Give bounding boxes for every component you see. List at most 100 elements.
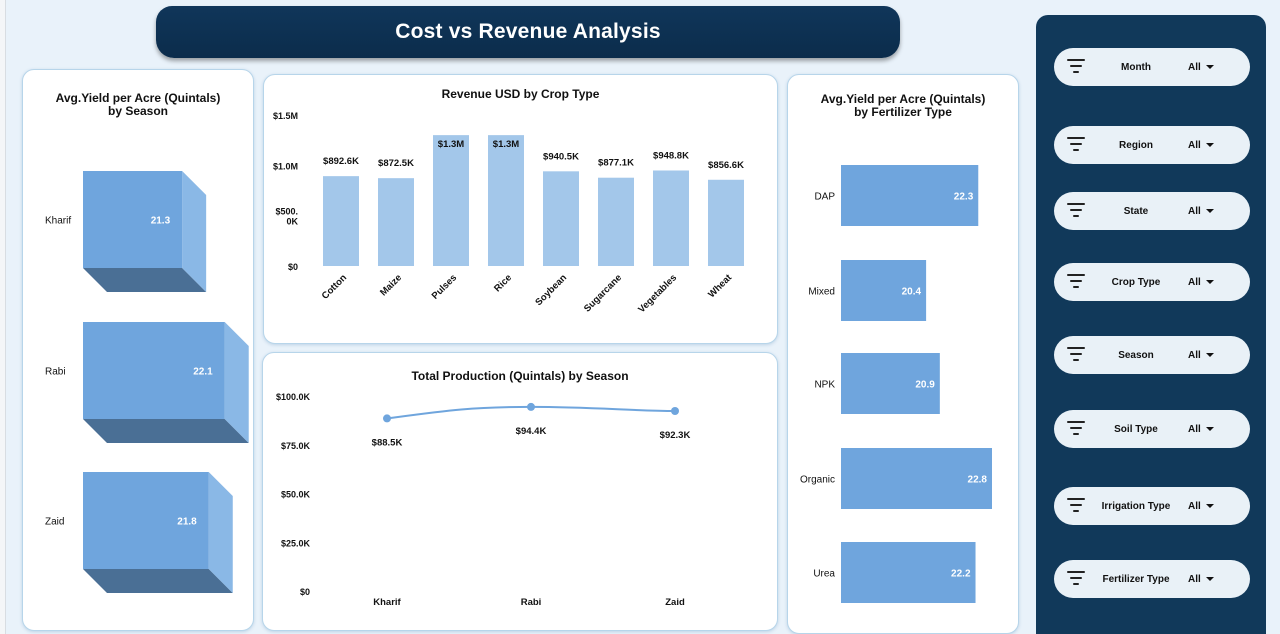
bar (83, 322, 225, 419)
filter-label: Season (1118, 349, 1154, 361)
production-season-title: Total Production (Quintals) by Season (411, 369, 629, 383)
revenue-crop-chart: $0 $500. 0K $1.0M $1.5M $892.6K Cotton $872.5K M… (273, 111, 744, 315)
bar (841, 353, 940, 414)
filter-state[interactable]: State All (1054, 192, 1250, 230)
filter-label: Fertilizer Type (1102, 573, 1170, 585)
x-tick-label: Pulses (430, 272, 459, 301)
category-label: Urea (813, 569, 835, 580)
y-tick-label: $100.0K (276, 392, 311, 402)
chevron-down-icon[interactable] (1206, 353, 1214, 357)
data-label: $948.8K (653, 150, 689, 161)
production-season-chart: $0 $25.0K $50.0K $75.0K $100.0K $88.5K Kharif $… (276, 392, 691, 608)
data-label: $856.6K (708, 160, 744, 171)
data-label: 20.4 (902, 287, 922, 298)
y-tick-label: $0 (288, 262, 298, 272)
y-tick-label: $0 (300, 587, 310, 597)
filter-value: All (1188, 276, 1201, 288)
x-tick-label: Rabi (521, 597, 542, 608)
season-yield-card: Avg.Yield per Acre (Quintals) by Season … (22, 69, 254, 631)
y-tick-label: $50.0K (281, 490, 311, 500)
filter-label: Soil Type (1114, 423, 1158, 435)
bar (488, 135, 524, 266)
filter-fertilizer-type[interactable]: Fertilizer Type All (1054, 560, 1250, 598)
bar (841, 165, 979, 226)
chevron-down-icon[interactable] (1206, 143, 1214, 147)
data-label: $892.6K (323, 156, 359, 167)
filter-icon (1066, 421, 1086, 437)
chevron-down-icon[interactable] (1206, 504, 1214, 508)
filter-icon (1066, 203, 1086, 219)
filter-icon (1066, 498, 1086, 514)
filter-icon (1066, 347, 1086, 363)
data-label: $1.3M (493, 139, 519, 150)
x-tick-label: Cotton (320, 272, 350, 302)
production-season-card: Total Production (Quintals) by Season $0… (262, 352, 778, 631)
filter-value: All (1188, 349, 1201, 361)
data-label: 22.3 (954, 192, 974, 203)
title-banner: Cost vs Revenue Analysis (156, 6, 900, 58)
data-label: 22.2 (951, 569, 971, 580)
page-title: Cost vs Revenue Analysis (395, 20, 661, 43)
bar-3d-bottom (83, 268, 207, 292)
data-label: $88.5K (372, 437, 403, 448)
data-label: $877.1K (598, 158, 634, 169)
filter-crop-type[interactable]: Crop Type All (1054, 263, 1250, 301)
chevron-down-icon[interactable] (1206, 209, 1214, 213)
filter-label: Region (1119, 139, 1153, 151)
bar-3d-bottom (83, 419, 249, 443)
filter-icon (1066, 571, 1086, 587)
bar (83, 171, 183, 268)
filter-value: All (1188, 205, 1201, 217)
data-label: $92.3K (660, 430, 691, 441)
category-label: DAP (814, 192, 835, 203)
filter-season[interactable]: Season All (1054, 336, 1250, 374)
fertilizer-yield-chart: 22.3 DAP 20.4 Mixed 20.9 NPK 22.8 Organic 22.2 Ur… (800, 165, 992, 603)
chevron-down-icon[interactable] (1206, 577, 1214, 581)
x-tick-label: Wheat (706, 272, 735, 301)
category-label: Kharif (45, 216, 71, 227)
bar (378, 178, 414, 266)
data-label: 21.3 (151, 216, 171, 227)
revenue-crop-card: Revenue USD by Crop Type $0 $500. 0K $1.0M $… (263, 74, 778, 344)
filter-label: State (1123, 205, 1149, 217)
bar (841, 542, 976, 603)
x-tick-label: Maize (378, 272, 404, 298)
bar-3d-side (224, 322, 249, 443)
chevron-down-icon[interactable] (1206, 280, 1214, 284)
chevron-down-icon[interactable] (1206, 65, 1214, 69)
category-label: Zaid (45, 517, 64, 528)
filter-icon (1066, 59, 1086, 75)
filter-label: Month (1121, 61, 1151, 73)
data-label: 21.8 (177, 517, 197, 528)
season-yield-chart: 21.3 Kharif 22.1 Rabi 21.8 Zaid (45, 171, 249, 593)
fertilizer-yield-card: Avg.Yield per Acre (Quintals) by Fertili… (787, 74, 1019, 634)
filter-icon (1066, 274, 1086, 290)
filter-region[interactable]: Region All (1054, 126, 1250, 164)
data-label: 22.1 (193, 367, 213, 378)
chevron-down-icon[interactable] (1206, 427, 1214, 431)
x-tick-label: Soybean (533, 272, 569, 308)
bar-3d-side (182, 171, 207, 292)
data-point (671, 407, 679, 416)
revenue-crop-title: Revenue USD by Crop Type (441, 87, 600, 101)
season-yield-title: Avg.Yield per Acre (Quintals) by Season (55, 91, 221, 118)
filter-month[interactable]: Month All (1054, 48, 1250, 86)
y-tick-label: $1.0M (273, 161, 298, 171)
filter-value: All (1188, 139, 1201, 151)
category-label: Mixed (808, 287, 835, 298)
data-label: 22.8 (968, 475, 988, 486)
y-tick-label: $500. 0K (275, 207, 298, 227)
filter-value: All (1188, 423, 1201, 435)
data-point (527, 402, 535, 411)
y-tick-label: $75.0K (281, 441, 311, 451)
y-tick-label: $1.5M (273, 111, 298, 121)
bar (433, 135, 469, 266)
filter-irrigation-type[interactable]: Irrigation Type All (1054, 487, 1250, 525)
bar (598, 177, 634, 266)
bar-3d-bottom (83, 569, 233, 593)
bar (543, 171, 579, 266)
filter-value: All (1188, 61, 1201, 73)
data-label: $94.4K (516, 426, 547, 437)
fertilizer-yield-title: Avg.Yield per Acre (Quintals) by Fertili… (820, 92, 986, 119)
filter-soil-type[interactable]: Soil Type All (1054, 410, 1250, 448)
